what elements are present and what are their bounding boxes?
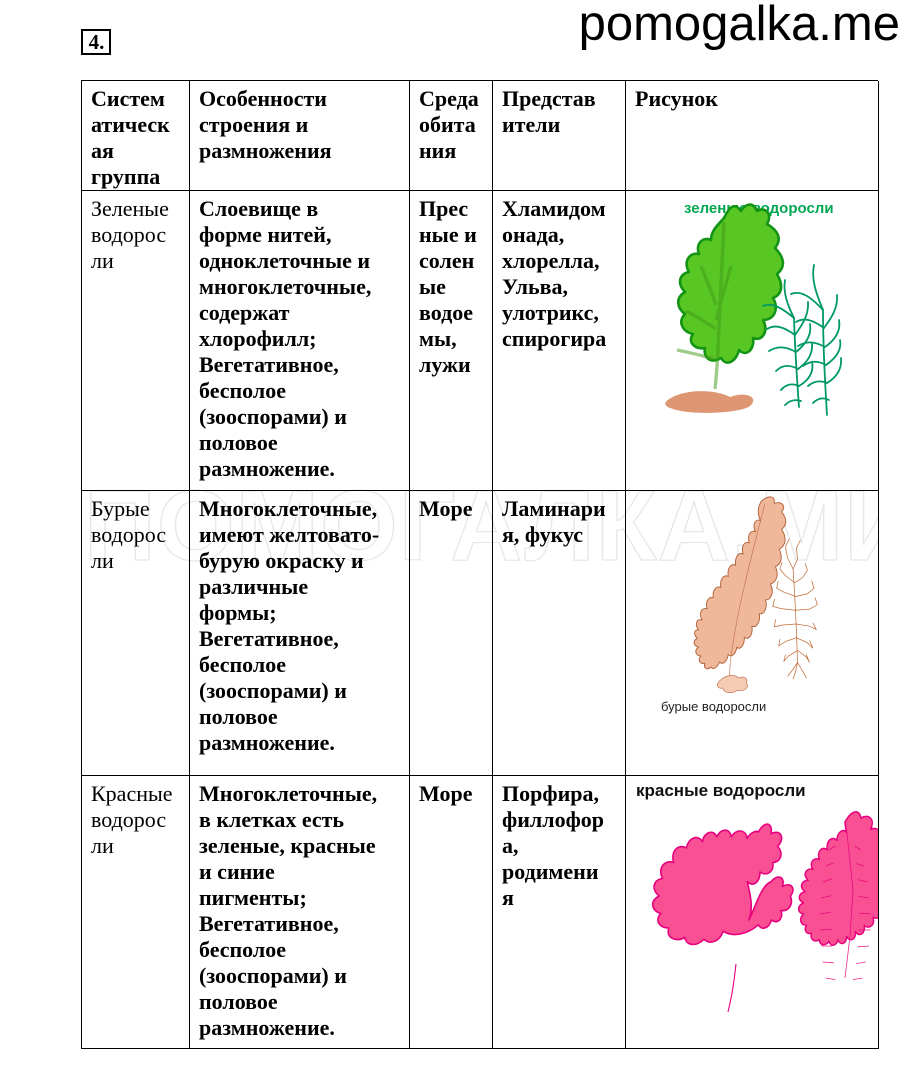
svg-text:бурые водоросли: бурые водоросли [661,699,766,714]
svg-text:красные водоросли: красные водоросли [636,781,806,800]
